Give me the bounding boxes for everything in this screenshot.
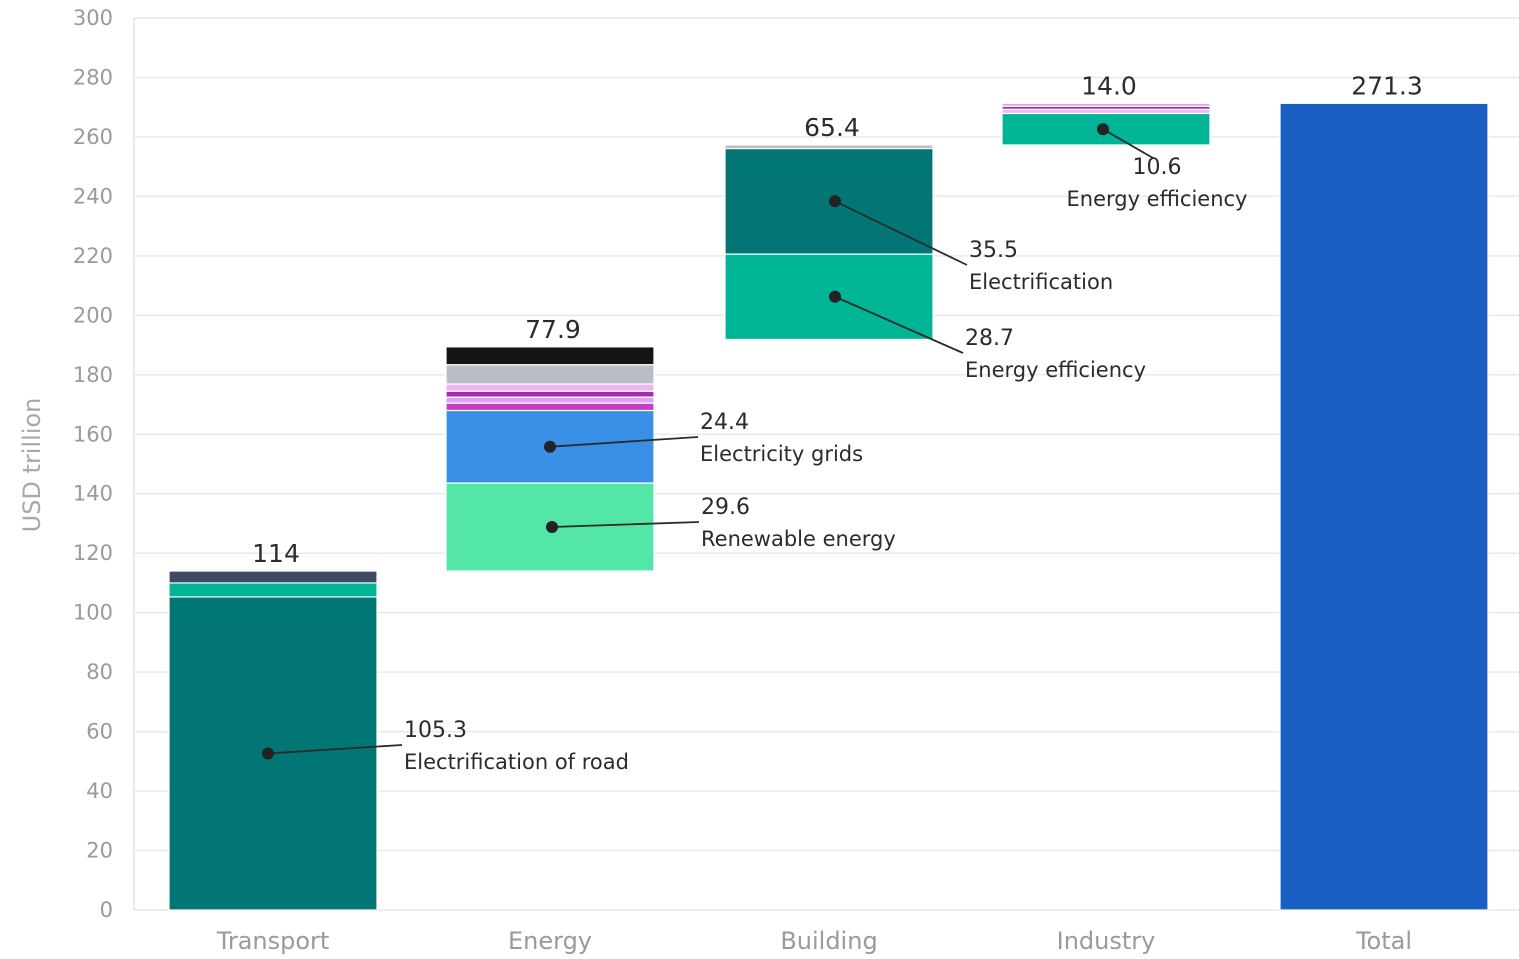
bar-segment-transport-2	[168, 570, 378, 584]
x-tick-label: Energy	[508, 927, 592, 955]
y-tick-label: 100	[73, 601, 113, 625]
bar-segment-energy-3	[445, 396, 655, 404]
column-total-label: 77.9	[525, 315, 581, 344]
bars	[168, 102, 1489, 911]
annotation-dot	[262, 747, 274, 760]
y-tick-label: 280	[73, 65, 113, 89]
bar-segment-industry-3	[1001, 102, 1211, 107]
bar-segment-industry-1	[1001, 108, 1211, 115]
column-total-label: 271.3	[1351, 71, 1423, 100]
x-tick-label: Building	[780, 927, 877, 955]
annotation-dot	[1097, 123, 1109, 136]
bar-segment-transport-1	[168, 582, 378, 598]
annotation-value: 24.4	[700, 410, 749, 435]
annotation-name: Energy efficiency	[965, 358, 1146, 382]
y-tick-label: 20	[86, 839, 113, 863]
y-tick-label: 140	[73, 482, 113, 506]
annotation-value: 35.5	[969, 238, 1018, 263]
y-tick-label: 120	[73, 541, 113, 565]
annotation-value: 29.6	[701, 495, 750, 520]
y-tick-label: 160	[73, 422, 113, 446]
y-tick-label: 180	[73, 363, 113, 387]
annotation-value: 10.6	[1133, 155, 1182, 180]
x-tick-label: Total	[1355, 927, 1412, 955]
x-tick-label: Industry	[1057, 927, 1156, 955]
y-tick-label: 40	[86, 779, 113, 803]
bar-segment-energy-5	[445, 383, 655, 392]
annotation-value: 105.3	[404, 718, 467, 743]
annotation-leader-line	[549, 436, 699, 448]
bar-segment-energy-6	[445, 364, 655, 385]
column-total-label: 114	[252, 539, 300, 568]
annotation-dot	[829, 290, 841, 303]
y-tick-label: 200	[73, 303, 113, 327]
annotation-name: Renewable energy	[701, 527, 896, 551]
bar-segment-energy-4	[445, 390, 655, 398]
bar-segment-energy-2	[445, 402, 655, 412]
annotation-leader-line	[1102, 128, 1154, 159]
annotation-name: Electricity grids	[700, 442, 863, 466]
y-tick-label: 260	[73, 125, 113, 149]
annotation-leader-line	[834, 200, 968, 266]
annotations: 105.3 Electrification of road 114 29.6 Renew…	[252, 71, 1423, 774]
annotation-value: 28.7	[965, 326, 1014, 351]
bar-segment-building-2	[724, 144, 934, 150]
y-tick-label: 80	[86, 660, 113, 684]
annotation-dot	[544, 440, 556, 453]
x-tick-labels: Transport Energy Building Industry Total	[216, 927, 1412, 955]
column-total-label: 65.4	[804, 113, 860, 142]
bar-segment-energy-7	[445, 346, 655, 366]
annotation-leader-line	[267, 744, 403, 755]
annotation-name: Electrification of road	[404, 750, 629, 774]
y-tick-labels: 0 20 40 60 80 100 120 140 160 180 200 220 240 260 280 3…	[73, 6, 113, 922]
annotation-leader-line	[551, 521, 700, 528]
y-tick-label: 60	[86, 720, 113, 744]
y-tick-label: 240	[73, 184, 113, 208]
annotation-leader-line	[834, 295, 964, 354]
column-total-label: 14.0	[1081, 71, 1137, 100]
annotation-name: Electrification	[969, 270, 1113, 294]
y-tick-label: 0	[100, 898, 113, 922]
annotation-dot	[546, 521, 558, 534]
annotation-name: Energy efficiency	[1066, 187, 1247, 211]
y-tick-label: 220	[73, 244, 113, 268]
annotation-dot	[829, 195, 841, 208]
y-axis-label: USD trillion	[18, 398, 46, 533]
x-tick-label: Transport	[216, 927, 330, 955]
y-tick-label: 300	[73, 6, 113, 30]
bar-segment-total-0	[1279, 102, 1489, 911]
